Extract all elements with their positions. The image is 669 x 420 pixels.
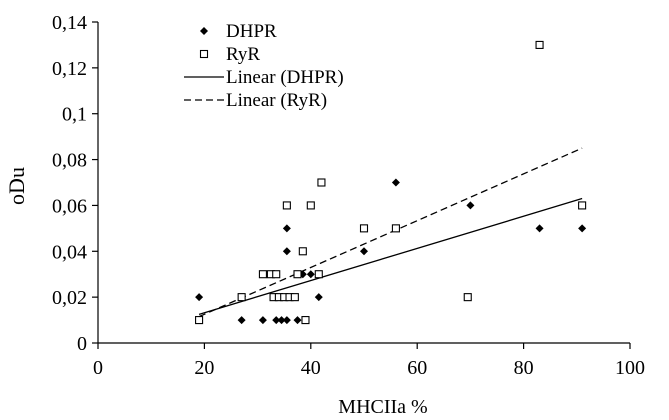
data-points: [195, 40, 587, 325]
dhpr-point: [535, 224, 544, 233]
ryr-point: [290, 293, 299, 302]
legend-marker-ryr: [199, 49, 209, 59]
dhpr-point: [391, 178, 400, 187]
y-tick-label: 0,1: [62, 104, 87, 126]
legend-marker-dhpr: [200, 27, 208, 35]
x-tick-label: 0: [93, 357, 103, 379]
ryr-point: [306, 201, 315, 210]
y-tick-label: 0,04: [52, 241, 87, 263]
x-tick-label: 100: [615, 357, 645, 379]
x-tick-label: 20: [194, 357, 214, 379]
y-tick-label: 0,06: [52, 195, 87, 217]
y-tick-label: 0,08: [52, 150, 87, 172]
ryr-point: [293, 270, 302, 279]
ryr-point: [195, 316, 204, 325]
x-tick-label: 80: [514, 357, 534, 379]
legend-entry-linear-ryr: Linear (RyR): [226, 90, 327, 111]
legend-entry-dhpr: DHPR: [226, 21, 277, 42]
dhpr-point: [258, 316, 267, 325]
dhpr-point: [466, 201, 475, 210]
x-tick-label: 40: [301, 357, 321, 379]
dhpr-point: [282, 224, 291, 233]
ryr-point: [359, 224, 369, 233]
trendline-ryr: [198, 147, 583, 318]
legend-entry-linear-dhpr: Linear (DHPR): [226, 67, 344, 88]
y-tick-label: 0,12: [52, 58, 87, 80]
legend-entry-ryr: RyR: [226, 44, 260, 65]
ryr-point: [391, 224, 400, 233]
trendline-dhpr: [198, 197, 583, 315]
ryr-point: [301, 316, 310, 325]
ryr-point: [578, 201, 587, 210]
x-axis-label: MHCIIa %: [338, 396, 427, 418]
ryr-point: [463, 293, 472, 302]
ryr-point: [237, 293, 246, 302]
dhpr-point: [282, 316, 291, 325]
dhpr-point: [314, 293, 323, 302]
dhpr-point: [360, 247, 368, 256]
y-tick-label: 0,02: [52, 287, 87, 309]
y-ticks: 0 0,02 0,04 0,06 0,08 0,1 0,12 0,14: [52, 12, 98, 355]
y-tick-label: 0,14: [52, 12, 87, 34]
dhpr-point: [277, 316, 286, 325]
dhpr-point: [195, 293, 204, 302]
ryr-point: [535, 40, 544, 49]
ryr-point: [282, 201, 291, 210]
x-tick-label: 60: [407, 357, 427, 379]
ryr-point: [314, 270, 323, 279]
dhpr-point: [306, 270, 315, 279]
ryr-point: [272, 270, 281, 279]
dhpr-point: [272, 316, 281, 325]
ryr-point: [298, 247, 307, 256]
dhpr-point: [237, 316, 246, 325]
dhpr-point: [578, 224, 587, 233]
x-ticks: 0 20 40 60 80 100: [93, 343, 645, 379]
ryr-point: [258, 270, 267, 279]
trendlines: [198, 147, 583, 318]
dhpr-point: [282, 247, 291, 256]
axes: [97, 22, 630, 344]
ryr-point: [317, 178, 326, 187]
dhpr-point: [293, 316, 302, 325]
y-axis-label: oDu: [4, 167, 29, 205]
y-tick-label: 0: [77, 333, 87, 355]
